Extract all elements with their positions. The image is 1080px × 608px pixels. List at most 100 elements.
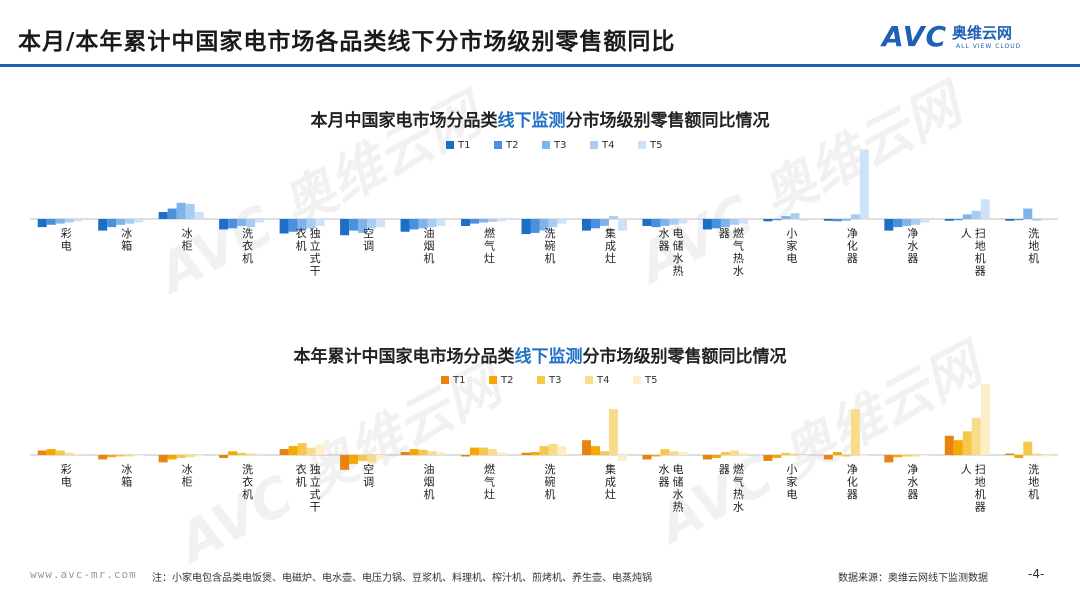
chart1-bar-7-1 (470, 219, 480, 224)
chart2-category-label-9-0: 集 (605, 462, 616, 476)
chart1-bar-9-4 (617, 219, 627, 231)
chart2-bar-3-3 (246, 453, 256, 455)
chart2-bar-13-0 (823, 455, 833, 460)
chart2-bar-5-2 (358, 455, 368, 461)
chart1-bar-10-0 (642, 219, 652, 226)
chart2-bar-14-1 (893, 455, 903, 458)
chart2-category-label-10-3: 热 (672, 501, 683, 514)
chart1-category-label-14-1: 水 (907, 240, 918, 253)
chart1-category-label-10-1: 储 (672, 239, 683, 253)
chart1-bar-13-4 (859, 149, 869, 219)
chart1-bar-16-4 (1041, 219, 1051, 221)
chart1-legend-label-2: T3 (553, 140, 566, 151)
chart2-title: 本年累计中国家电市场分品类线下监测分市场级别零售额同比情况 (0, 342, 1080, 367)
chart2-category-label-4-1: 立 (310, 475, 321, 489)
chart2-legend-swatch-3 (585, 376, 593, 384)
chart2-bar-2-4 (194, 455, 204, 457)
chart2-category-label-15-1: 地 (975, 476, 986, 489)
chart2-bar-0-3 (64, 452, 74, 455)
chart2-category-label-9-2: 灶 (605, 488, 616, 501)
chart1-bar-3-2 (237, 219, 247, 226)
chart2-category-label-12-1: 家 (786, 475, 797, 489)
chart1-category-label-9-0: 集 (605, 226, 616, 240)
chart1-bar-8-3 (548, 219, 558, 228)
chart2-bar-4-0 (279, 449, 289, 455)
chart2-category-label-9-1: 成 (605, 476, 616, 489)
chart2-bar-13-3 (850, 409, 860, 455)
chart1-title-suffix: 分市场级别零售额同比情况 (565, 111, 770, 131)
chart2-legend-swatch-0 (441, 376, 449, 384)
chart2-category-label-15-0: 扫 (975, 463, 986, 476)
chart1-bar-10-3 (669, 219, 679, 225)
footer-url[interactable]: www.avc-mr.com (30, 568, 137, 581)
chart1-bar-6-3 (427, 219, 437, 228)
chart2-ytd: T1 T2 T3 T4 T5彩电冰箱冰柜洗衣机独立式干衣机空调油烟机燃气灶洗碗机集成灶电… (30, 375, 1058, 514)
chart1-bar-14-3 (911, 219, 921, 225)
chart1-category-label-13-0: 净 (847, 226, 858, 240)
chart1-category-label-0-1: 电 (61, 240, 72, 253)
chart1-bar-1-1 (107, 219, 117, 228)
chart1-bar-1-0 (98, 219, 108, 231)
chart2-category-label-13-2: 器 (847, 488, 858, 501)
chart2-bar-15-0 (944, 435, 954, 455)
chart1-bar-8-4 (557, 219, 567, 224)
chart2-category-label-2-0: 冰 (182, 463, 193, 476)
chart1-category-label-9-2: 灶 (605, 252, 616, 265)
chart1-bar-15-3 (971, 210, 981, 219)
chart2-bar-15-1 (953, 440, 963, 455)
chart2-title-suffix: 分市场级别零售额同比情况 (582, 347, 787, 367)
chart2-category-label-15-3: 器 (975, 501, 986, 514)
chart2-category-label-7-0: 燃 (484, 462, 495, 476)
chart2-bar-13-1 (832, 452, 842, 455)
chart2-bar-11-3 (729, 450, 739, 455)
chart1-bar-14-2 (902, 219, 912, 226)
chart2-bar-8-4 (557, 446, 567, 455)
chart1-category-label-7-1: 气 (484, 239, 495, 253)
chart2-category-label-12-0: 小 (786, 463, 797, 476)
chart2-bar-11-1 (711, 455, 721, 458)
chart2-bar-0-0 (37, 450, 47, 455)
chart1-legend-label-4: T5 (649, 140, 662, 151)
chart1-bar-16-3 (1032, 219, 1042, 221)
chart1-bar-5-3 (367, 219, 377, 229)
header-rule (0, 64, 1080, 67)
chart1-bar-2-4 (194, 212, 204, 219)
chart1-bar-0-4 (73, 219, 83, 222)
chart1-bar-13-2 (841, 219, 851, 221)
chart2-bar-16-2 (1023, 441, 1033, 455)
chart2-legend-swatch-4 (633, 376, 641, 384)
chart1-bar-10-4 (678, 219, 688, 224)
chart1-bar-4-0 (279, 219, 289, 234)
chart1-category-label-15-2: 机 (975, 251, 986, 265)
chart1-bar-0-2 (55, 219, 65, 224)
chart2-bar-14-2 (902, 455, 912, 457)
chart2-category-label-2-1: 柜 (182, 476, 193, 489)
chart1-category-label-10-5: 器 (658, 240, 669, 253)
chart2-bar-12-0 (763, 455, 773, 461)
chart1-category-label-16-2: 机 (1028, 251, 1039, 265)
chart1-legend-swatch-3 (590, 141, 598, 149)
chart1-bar-7-0 (461, 219, 471, 226)
chart1-bar-2-1 (167, 208, 177, 219)
chart2-category-label-10-1: 储 (672, 475, 683, 489)
chart1-category-label-11-1: 气 (733, 239, 744, 253)
chart1-category-label-12-2: 电 (786, 252, 797, 265)
chart2-bar-1-3 (125, 455, 135, 457)
chart1-category-label-10-0: 电 (672, 227, 683, 240)
chart2-category-label-16-2: 机 (1028, 487, 1039, 501)
chart2-bar-9-4 (617, 455, 627, 461)
chart2-legend-label-0: T1 (452, 375, 465, 386)
chart2-title-prefix: 本年累计中国家电市场分品类 (293, 347, 515, 367)
chart1-bar-15-0 (944, 219, 954, 221)
chart1-bar-15-4 (980, 199, 990, 219)
chart1-bar-8-2 (539, 219, 549, 231)
chart2-bar-13-4 (859, 455, 869, 457)
chart1-category-label-10-4: 水 (658, 227, 669, 240)
chart1-bar-12-0 (763, 219, 773, 222)
chart1-category-label-10-3: 热 (672, 265, 683, 278)
chart2-bar-10-3 (669, 451, 679, 455)
chart1-category-label-15-3: 器 (975, 265, 986, 278)
chart1-bar-11-2 (720, 219, 730, 228)
chart2-bar-2-0 (158, 455, 168, 463)
chart2-bar-6-3 (427, 451, 437, 455)
